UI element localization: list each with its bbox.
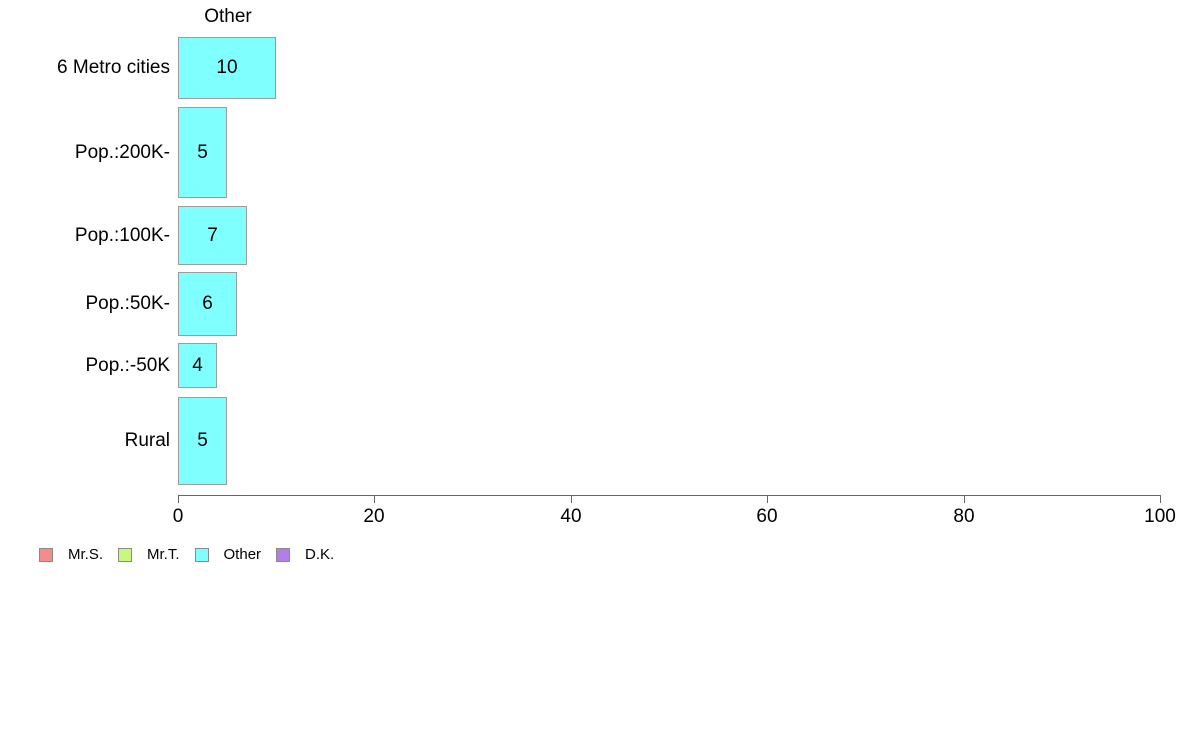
bar: 4 [178,343,217,388]
legend-swatch [194,547,209,562]
category-label: Pop.:-50K [85,354,171,376]
x-axis-tick-label: 0 [172,506,184,527]
category-label: Rural [124,430,170,451]
category-label: 6 Metro cities [57,57,170,78]
category-label: Pop.:200K- [74,141,170,163]
bar-value-label: 7 [207,224,218,246]
bar-value-label: 5 [197,430,208,451]
legend-item: D.K. [276,546,334,563]
legend-item: Other [194,546,262,563]
bar-value-label: 4 [192,354,203,376]
x-axis-tick [571,495,572,503]
legend-label: D.K. [305,546,335,563]
x-axis-tick [1160,495,1161,503]
bar-value-label: 10 [216,57,238,78]
x-axis-tick-label: 20 [363,506,385,527]
legend-item: Mr.S. [39,546,103,563]
bar: 5 [178,397,227,485]
bar: 6 [178,272,237,336]
x-axis-tick-label: 100 [1144,506,1176,527]
bar-value-label: 6 [202,293,213,314]
x-axis-tick [374,495,375,503]
x-axis-line [178,495,1160,496]
x-axis-tick [964,495,965,503]
bar: 5 [178,107,227,198]
chart-title: Other [204,6,252,27]
legend-label: Mr.T. [147,546,180,563]
legend-label: Other [223,546,262,563]
legend-item: Mr.T. [118,546,180,563]
x-axis-tick-label: 80 [953,506,975,527]
legend-swatch [118,547,133,562]
legend-swatch [39,547,53,562]
x-axis-tick-label: 40 [560,506,582,527]
bar-value-label: 5 [197,141,208,163]
legend-label: Mr.S. [68,546,104,563]
category-label: Pop.:50K- [85,293,171,314]
legend: Mr.S. Mr.T. Other D.K. [39,546,334,563]
x-axis-tick [767,495,768,503]
x-axis-tick [178,495,179,503]
x-axis-tick-label: 60 [756,506,778,527]
bar: 7 [178,206,247,265]
category-label: Pop.:100K- [74,224,170,246]
legend-swatch [276,547,291,562]
bar: 10 [178,37,276,99]
